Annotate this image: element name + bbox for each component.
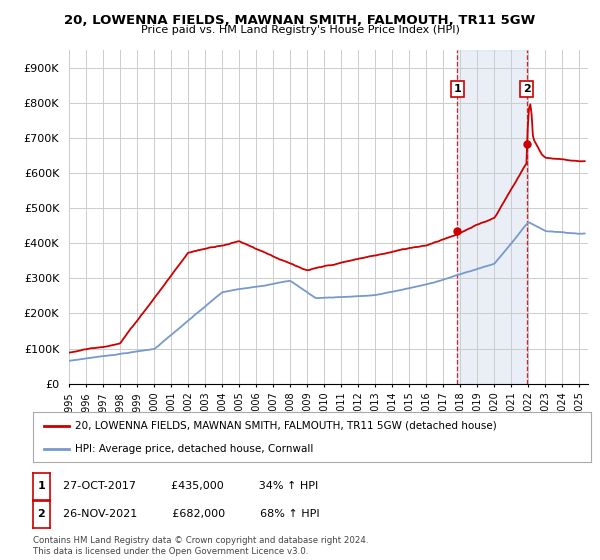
Text: 1: 1 [38, 481, 45, 491]
Text: Price paid vs. HM Land Registry's House Price Index (HPI): Price paid vs. HM Land Registry's House … [140, 25, 460, 35]
Text: 27-OCT-2017          £435,000          34% ↑ HPI: 27-OCT-2017 £435,000 34% ↑ HPI [63, 481, 318, 491]
Text: 1: 1 [454, 84, 461, 94]
Text: HPI: Average price, detached house, Cornwall: HPI: Average price, detached house, Corn… [75, 445, 313, 454]
Text: 2: 2 [38, 509, 45, 519]
Text: 20, LOWENNA FIELDS, MAWNAN SMITH, FALMOUTH, TR11 5GW: 20, LOWENNA FIELDS, MAWNAN SMITH, FALMOU… [64, 14, 536, 27]
Text: 2: 2 [523, 84, 530, 94]
Text: Contains HM Land Registry data © Crown copyright and database right 2024.
This d: Contains HM Land Registry data © Crown c… [33, 536, 368, 556]
Text: 26-NOV-2021          £682,000          68% ↑ HPI: 26-NOV-2021 £682,000 68% ↑ HPI [63, 509, 320, 519]
Bar [457, 50, 527, 384]
Text: 20, LOWENNA FIELDS, MAWNAN SMITH, FALMOUTH, TR11 5GW (detached house): 20, LOWENNA FIELDS, MAWNAN SMITH, FALMOU… [75, 421, 497, 431]
